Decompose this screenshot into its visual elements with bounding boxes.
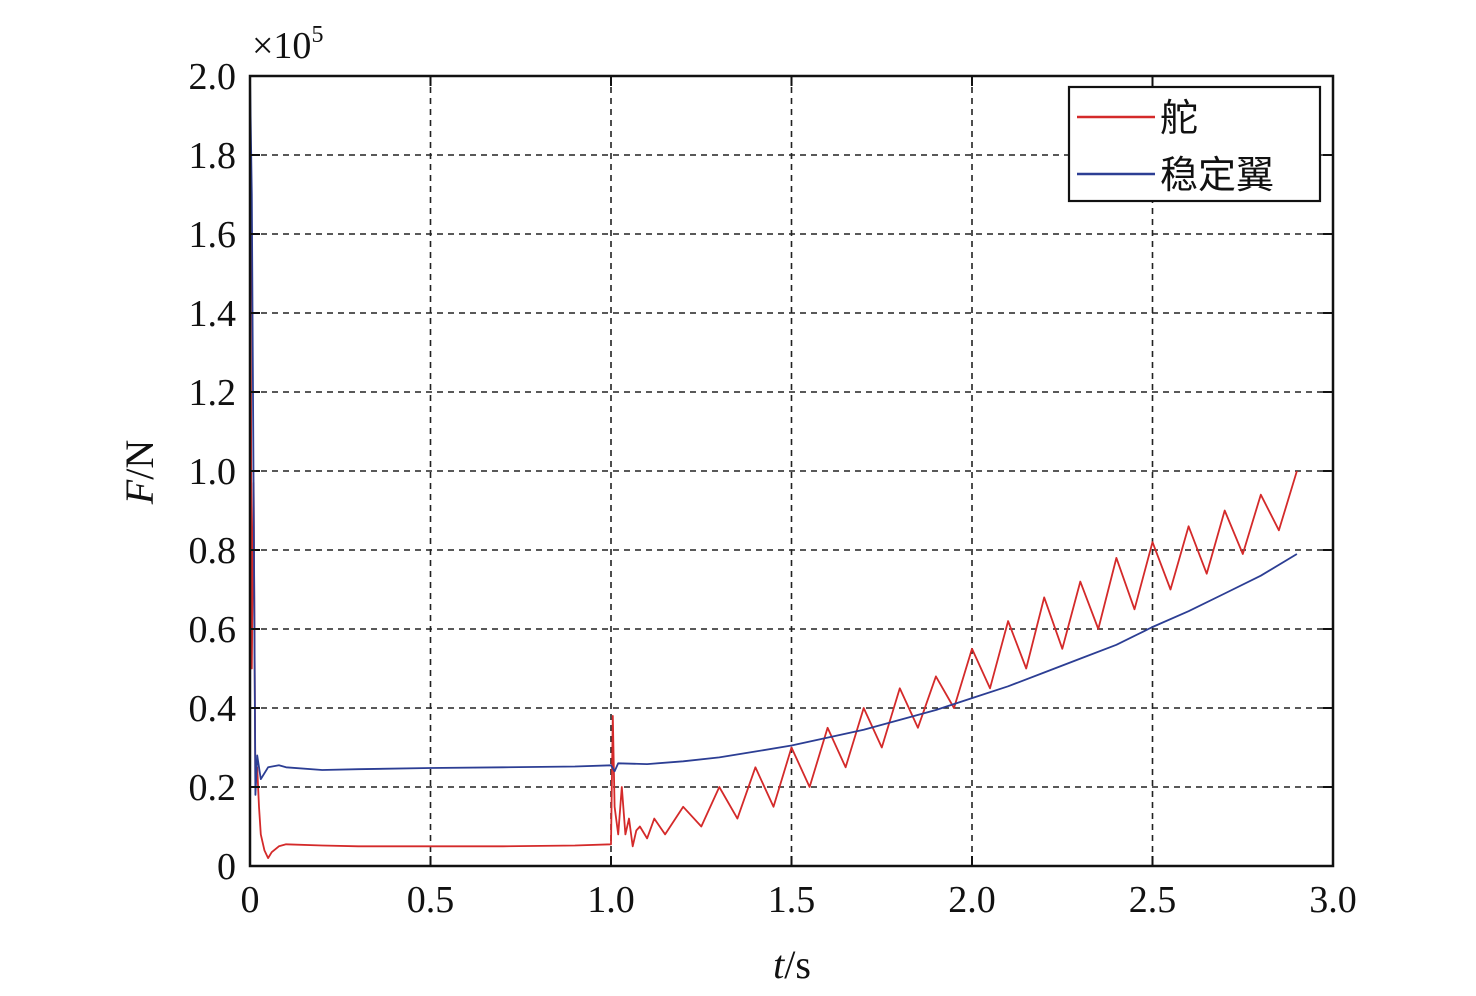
x-tick-label: 3.0	[1309, 879, 1357, 921]
y-tick-label: 0.2	[189, 767, 237, 809]
grid-layer	[250, 76, 1333, 866]
y-tick-label: 0.4	[189, 688, 237, 730]
legend-label-stabilizer: 稳定翼	[1160, 153, 1274, 197]
series-line-stabilizer	[249, 75, 1298, 796]
y-tick-label: 2.0	[189, 56, 237, 98]
y-multiplier: ×105	[252, 22, 323, 67]
tick-layer: 0 0.5 1.0 1.5 2.0 2.5 3.0 0 0.2 0.4 0.6 0.8 1.0 1.2 1.…	[189, 56, 1357, 921]
x-tick-label: 1.5	[768, 879, 816, 921]
series-layer	[249, 75, 1298, 859]
legend: 舵 稳定翼	[1067, 85, 1322, 203]
y-tick-label: 1.0	[189, 451, 237, 493]
legend-label-rudder: 舵	[1160, 96, 1198, 140]
x-tick-label: 2.5	[1129, 879, 1177, 921]
y-tick-label: 0	[217, 846, 236, 888]
x-tick-label: 1.0	[587, 879, 635, 921]
x-axis-label: t/s	[773, 942, 811, 987]
y-tick-label: 0.8	[189, 530, 237, 572]
y-tick-label: 1.2	[189, 372, 237, 414]
y-tick-label: 1.8	[189, 135, 237, 177]
legend-box	[1067, 85, 1322, 203]
x-tick-label: 0	[241, 879, 260, 921]
y-tick-label: 1.4	[189, 293, 237, 335]
y-tick-label: 1.6	[189, 214, 237, 256]
x-tick-label: 2.0	[948, 879, 996, 921]
series-line-rudder	[249, 75, 1298, 859]
y-tick-label: 0.6	[189, 609, 237, 651]
x-tick-label: 0.5	[407, 879, 455, 921]
y-multiplier-exponent: 5	[311, 22, 323, 48]
y-axis-label: F/N	[117, 440, 162, 505]
